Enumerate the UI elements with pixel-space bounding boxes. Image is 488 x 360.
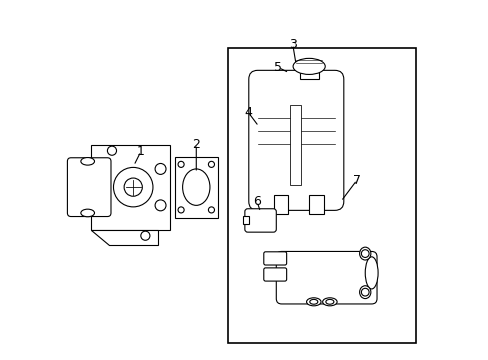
Ellipse shape [365, 257, 377, 289]
Circle shape [113, 167, 153, 207]
Circle shape [361, 250, 368, 257]
Circle shape [178, 207, 184, 213]
Bar [299, 66, 318, 79]
Circle shape [141, 231, 150, 240]
Bar [273, 195, 287, 214]
Circle shape [107, 146, 116, 155]
FancyBboxPatch shape [263, 268, 286, 281]
FancyBboxPatch shape [263, 252, 286, 265]
Ellipse shape [359, 247, 370, 260]
Text: 5: 5 [274, 61, 282, 74]
FancyBboxPatch shape [276, 251, 376, 304]
Bar [289, 105, 301, 185]
Circle shape [124, 178, 142, 196]
Circle shape [208, 207, 214, 213]
Ellipse shape [306, 298, 321, 306]
Circle shape [155, 163, 166, 174]
Ellipse shape [359, 286, 370, 298]
Bar [243, 216, 249, 225]
Text: 6: 6 [253, 195, 261, 208]
Ellipse shape [309, 300, 317, 304]
Circle shape [155, 200, 166, 211]
Ellipse shape [81, 158, 94, 165]
Circle shape [361, 288, 368, 296]
Text: 1: 1 [137, 145, 144, 158]
Text: 3: 3 [288, 38, 296, 51]
Ellipse shape [182, 169, 209, 205]
Bar [228, 48, 415, 342]
Circle shape [208, 161, 214, 167]
FancyBboxPatch shape [67, 158, 111, 216]
Text: 7: 7 [352, 174, 360, 186]
Polygon shape [91, 230, 157, 245]
Ellipse shape [81, 209, 94, 217]
FancyBboxPatch shape [248, 70, 343, 210]
Text: 2: 2 [192, 138, 200, 151]
FancyBboxPatch shape [244, 209, 276, 232]
Circle shape [178, 161, 184, 167]
Bar [175, 157, 217, 217]
Bar [308, 195, 323, 214]
Ellipse shape [322, 298, 336, 306]
Ellipse shape [325, 300, 333, 304]
Text: 4: 4 [244, 105, 251, 119]
Bar [91, 145, 169, 230]
Ellipse shape [292, 58, 325, 75]
